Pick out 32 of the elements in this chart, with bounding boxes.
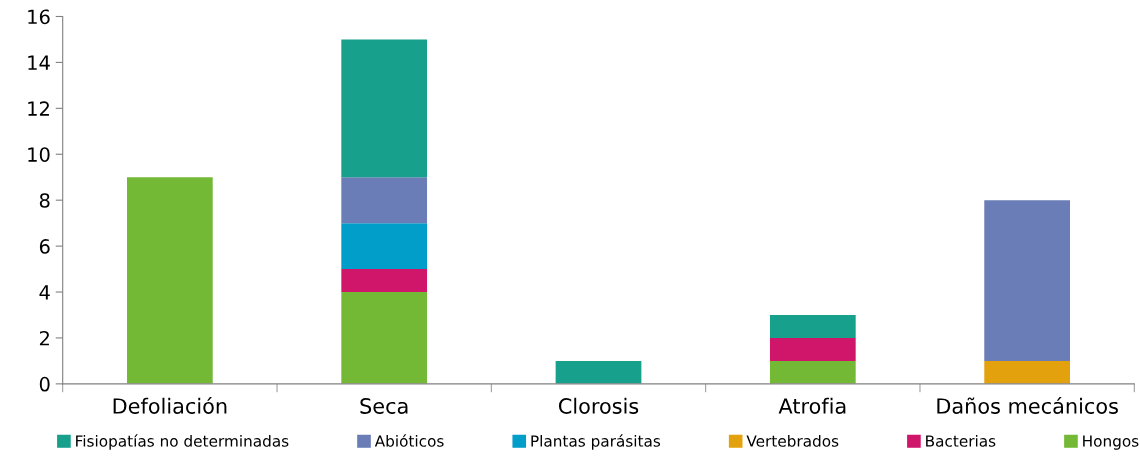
legend-label: Bacterias [926, 434, 996, 447]
bar [127, 177, 213, 384]
bar [984, 360, 1070, 384]
y-tick-label: 2 [39, 330, 49, 346]
x-tick-label: Clorosis [558, 397, 639, 414]
bar [769, 314, 856, 338]
bar [341, 177, 428, 224]
bar [341, 292, 428, 384]
bar [341, 39, 428, 178]
bar [769, 360, 856, 384]
legend-label: Hongos [1083, 435, 1139, 450]
y-tick-label: 14 [28, 55, 50, 70]
x-tick-label: Seca [360, 398, 408, 414]
y-tick-label: 10 [28, 147, 50, 162]
bar [341, 269, 428, 293]
y-tick-label: 0 [39, 376, 50, 392]
x-tick-label: Defoliación [113, 396, 227, 414]
x-tick-label: Atrofia [778, 397, 846, 414]
legend-label: Vertebrados [746, 434, 839, 447]
bar [984, 200, 1070, 361]
legend-label: Plantas parásitas [531, 434, 661, 450]
bar [555, 360, 642, 384]
bar [341, 223, 428, 270]
y-tick-label: 16 [28, 9, 50, 25]
y-tick-label: 4 [39, 285, 50, 300]
bar [769, 337, 856, 361]
y-tick-label: 8 [39, 193, 50, 208]
x-tick-label: Daños mecánicos [937, 396, 1118, 414]
legend-label: Fisiopatías no determinadas [76, 434, 289, 450]
y-tick-label: 6 [39, 239, 50, 254]
legend-label: Abióticos [374, 434, 444, 447]
y-tick-label: 12 [28, 101, 49, 116]
